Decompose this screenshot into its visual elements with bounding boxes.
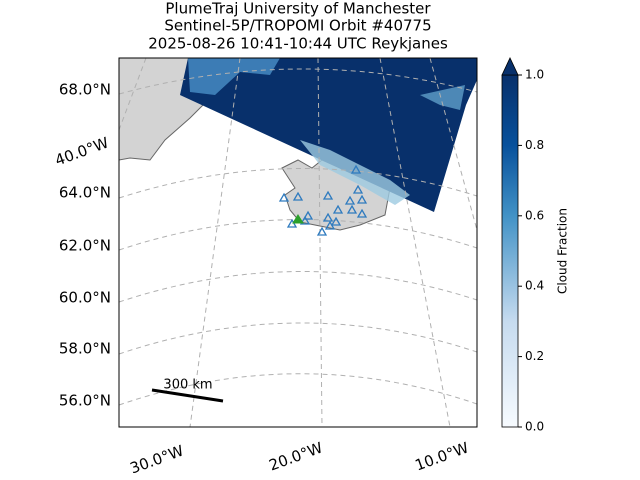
lat-label: 60.0°N <box>59 289 111 307</box>
title-line: PlumeTraj University of Manchester <box>165 0 431 18</box>
lat-label: 64.0°N <box>59 184 111 202</box>
volcano-markers <box>278 164 368 236</box>
lon-label: 40.0°W <box>53 133 112 169</box>
colorbar-tick-label: 0.8 <box>525 138 544 152</box>
colorbar-tick-label: 0.6 <box>525 208 544 222</box>
colorbar-tick-label: 1.0 <box>525 68 544 82</box>
scale-bar <box>151 388 224 403</box>
lon-label: 30.0°W <box>128 441 187 477</box>
cloud-swath <box>180 58 477 212</box>
lat-label: 58.0°N <box>59 340 111 358</box>
lat-label: 68.0°N <box>59 81 111 99</box>
colorbar <box>501 74 519 428</box>
colorbar-extend <box>501 57 519 76</box>
lon-label: 10.0°W <box>413 438 472 474</box>
map-frame <box>118 57 478 428</box>
map-area <box>119 58 477 427</box>
title-line: 2025-08-26 10:41-10:44 UTC Reykjanes <box>148 35 448 53</box>
colorbar-tick-label: 0.4 <box>525 279 544 293</box>
scale-label: 300 km <box>163 378 212 393</box>
lat-label: 56.0°N <box>59 392 111 410</box>
colorbar-tick-label: 0.2 <box>525 349 544 363</box>
lon-label: 20.0°W <box>267 438 326 474</box>
colorbar-tick-label: 0.0 <box>525 420 544 434</box>
lat-label: 62.0°N <box>59 237 111 255</box>
colorbar-label: Cloud Fraction <box>556 208 570 294</box>
title-line: Sentinel-5P/TROPOMI Orbit #40775 <box>164 17 431 35</box>
